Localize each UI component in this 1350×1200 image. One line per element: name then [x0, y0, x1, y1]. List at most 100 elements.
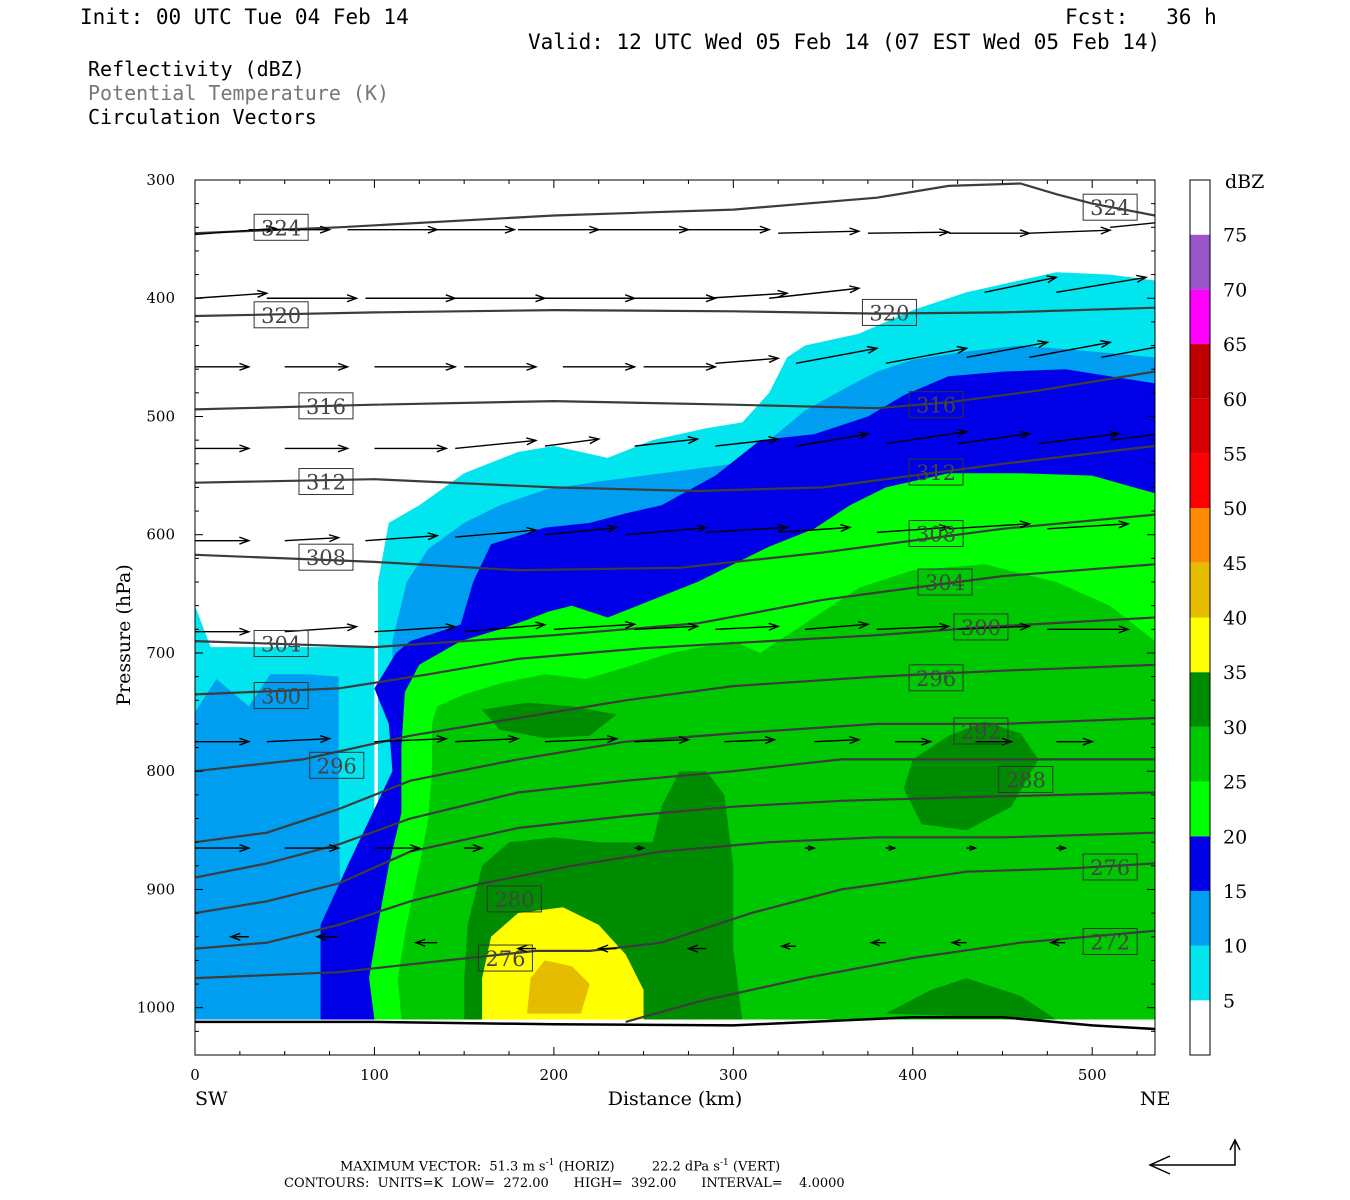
colorbar-label-35: 35	[1223, 662, 1247, 684]
theta-contour-324	[195, 182, 1155, 235]
vector-43	[957, 430, 1032, 445]
axes: 300 400 500 600 700 800 900 1000 0 100 200 300 400 50…	[137, 171, 1155, 1084]
y-axis-label: Pressure (hPa)	[113, 564, 135, 706]
dbz-region-40-14	[527, 960, 590, 1014]
vector-69	[266, 735, 332, 744]
vector-66	[957, 622, 1032, 631]
colorbar-label-60: 60	[1223, 389, 1247, 411]
vector-93	[686, 944, 707, 953]
colorbar-label-5: 5	[1223, 990, 1235, 1012]
vector-33	[1101, 346, 1155, 359]
field-reflectivity: Reflectivity (dBZ)	[88, 57, 305, 81]
contour-label-324-1: 324	[1082, 193, 1138, 221]
vector-27	[643, 362, 718, 371]
vector-81	[374, 843, 422, 853]
vector-94	[779, 942, 797, 950]
contour-label-316-4: 316	[298, 392, 354, 420]
y-tick-700: 700	[146, 644, 175, 662]
theta-contour-280	[195, 831, 1155, 950]
vector-72	[544, 734, 619, 744]
svg-text:288: 288	[1006, 768, 1046, 792]
colorbar: 5 10 15 20 25 30 35 40 45 50 55 60 65 70 75	[1189, 179, 1247, 1056]
vector-82	[464, 843, 485, 853]
svg-text:296: 296	[317, 754, 357, 778]
svg-text:300: 300	[261, 685, 301, 709]
svg-text:312: 312	[306, 471, 346, 495]
theta-contour-308	[195, 513, 1155, 572]
vector-40	[715, 435, 781, 447]
x-tick-500: 500	[1078, 1066, 1107, 1084]
contour-label-308-9: 308	[908, 520, 964, 548]
contour-label-276-20: 276	[1082, 853, 1138, 881]
colorbar-label-75: 75	[1223, 225, 1247, 247]
colorbar-label-30: 30	[1223, 717, 1247, 739]
vector-11	[1110, 222, 1155, 228]
colorbar-label-50: 50	[1223, 498, 1247, 520]
vector-70	[374, 734, 449, 744]
y-tick-800: 800	[146, 762, 175, 780]
vector-5	[598, 225, 691, 234]
contour-label-320-3: 320	[861, 298, 917, 326]
vector-60	[464, 621, 547, 633]
vector-7	[778, 227, 861, 236]
svg-text:276: 276	[1090, 856, 1130, 880]
svg-text:316: 316	[306, 395, 346, 419]
vector-92	[596, 944, 617, 953]
colorbar-swatch-14	[1190, 234, 1210, 290]
svg-text:292: 292	[961, 720, 1001, 744]
contour-label-300-13: 300	[953, 613, 1009, 641]
theta-contour-304	[195, 563, 1155, 649]
colorbar-swatch-0	[1190, 1000, 1210, 1055]
svg-text:296: 296	[916, 667, 956, 691]
contour-label-292-16: 292	[953, 717, 1009, 745]
theta-contour-284	[195, 791, 1155, 915]
contour-label-320-2: 320	[253, 301, 309, 329]
colorbar-label-15: 15	[1223, 881, 1247, 903]
svg-text:304: 304	[261, 633, 301, 657]
vector-6	[688, 225, 772, 234]
theta-contour-ground	[195, 1015, 1155, 1031]
vector-28	[715, 354, 781, 364]
vector-90	[413, 938, 438, 947]
theta-contours	[195, 182, 1155, 1031]
theta-contour-296	[195, 663, 1155, 773]
vector-64	[805, 620, 870, 631]
contour-label-304-10: 304	[253, 630, 309, 658]
colorbar-label-10: 10	[1223, 936, 1247, 958]
dbz-region-10-5	[195, 794, 343, 1020]
vector-21	[1056, 274, 1149, 294]
y-tick-600: 600	[146, 526, 175, 544]
vector-65	[876, 622, 951, 631]
y-tick-400: 400	[146, 289, 175, 307]
sw-label: SW	[195, 1088, 228, 1110]
vector-53	[778, 523, 852, 534]
dbz-region-30-11	[903, 721, 1039, 831]
field-vectors: Circulation Vectors	[88, 105, 317, 129]
vector-63	[715, 622, 781, 631]
svg-text:316: 316	[916, 394, 956, 418]
vector-52	[706, 523, 790, 534]
colorbar-swatch-1	[1190, 945, 1210, 1001]
contour-label-272-21: 272	[1082, 927, 1138, 955]
svg-text:272: 272	[1090, 930, 1130, 954]
vector-76	[894, 737, 933, 746]
x-tick-0: 0	[190, 1066, 200, 1084]
contour-label-288-17: 288	[998, 765, 1054, 793]
vector-8	[867, 228, 951, 237]
vector-42	[885, 428, 969, 445]
vector-14	[365, 294, 458, 303]
forecast-hour: Fcst: 36 h	[1065, 5, 1217, 29]
vector-89	[314, 932, 339, 941]
colorbar-label-45: 45	[1223, 553, 1247, 575]
vector-62	[634, 622, 700, 631]
vector-31	[966, 340, 1050, 359]
colorbar-label-70: 70	[1223, 279, 1247, 301]
theta-contour-292	[195, 716, 1155, 844]
colorbar-swatch-4	[1190, 781, 1210, 837]
vector-15	[455, 294, 547, 303]
vector-61	[553, 620, 637, 631]
vector-38	[544, 436, 601, 447]
svg-text:300: 300	[961, 616, 1001, 640]
vector-2	[347, 225, 440, 234]
